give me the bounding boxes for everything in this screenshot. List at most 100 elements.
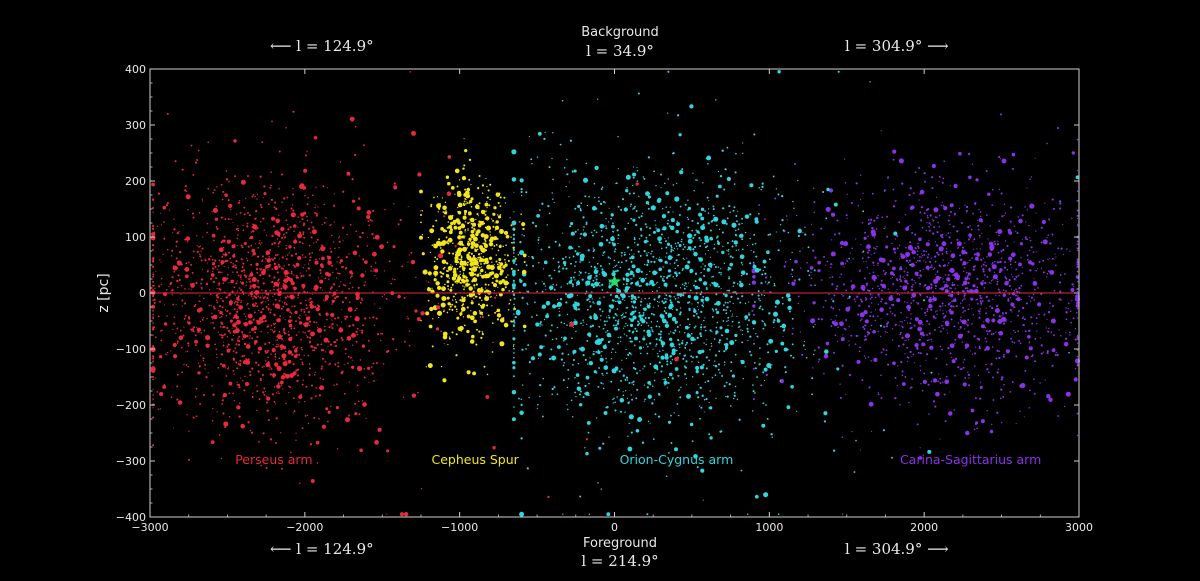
star-point — [739, 325, 741, 327]
star-point — [656, 228, 661, 233]
star-point — [923, 285, 925, 288]
star-point — [713, 216, 719, 222]
star-point — [268, 341, 271, 344]
star-point — [837, 326, 839, 329]
star-point — [704, 237, 710, 243]
star-point — [280, 307, 283, 310]
star-point — [1003, 214, 1005, 217]
star-point — [723, 343, 726, 346]
star-point — [721, 375, 724, 377]
star-point — [926, 221, 928, 224]
star-point — [938, 175, 941, 178]
star-point — [661, 247, 663, 250]
star-point — [569, 139, 573, 142]
star-point — [831, 275, 834, 278]
star-point — [188, 430, 190, 432]
star-point — [718, 350, 721, 353]
star-point — [715, 99, 717, 101]
star-point — [785, 293, 791, 298]
star-point — [358, 413, 361, 416]
star-point — [215, 353, 218, 355]
star-point — [559, 143, 562, 146]
star-point — [321, 256, 325, 261]
star-point — [905, 251, 911, 257]
star-point — [1033, 298, 1036, 301]
star-point — [664, 323, 670, 328]
star-point — [571, 337, 573, 340]
star-point — [623, 253, 626, 256]
star-point — [882, 348, 884, 350]
star-point — [263, 393, 266, 396]
star-point — [938, 373, 940, 375]
star-point — [677, 414, 680, 417]
star-point — [601, 289, 604, 291]
star-point — [781, 219, 784, 222]
star-point — [185, 190, 188, 193]
star-point — [187, 209, 189, 211]
star-point — [280, 432, 282, 434]
star-point — [1011, 167, 1014, 170]
star-point — [914, 247, 917, 250]
star-point — [411, 393, 417, 398]
star-point — [264, 268, 267, 270]
star-point — [722, 207, 725, 210]
star-point — [880, 279, 883, 282]
star-point — [891, 242, 893, 245]
star-point — [275, 417, 278, 420]
star-point — [881, 283, 887, 289]
star-point — [748, 313, 751, 316]
star-point — [324, 360, 327, 363]
star-point — [278, 214, 280, 216]
star-point — [1042, 259, 1045, 262]
star-point — [511, 283, 516, 288]
star-point — [848, 295, 851, 298]
star-point — [620, 314, 623, 317]
star-point — [773, 318, 776, 322]
star-point — [825, 341, 830, 346]
star-point — [899, 331, 902, 334]
star-point — [980, 297, 983, 300]
star-point — [967, 272, 971, 276]
star-point — [176, 342, 179, 345]
star-point — [714, 265, 717, 269]
star-point — [348, 287, 350, 290]
star-point — [279, 380, 284, 385]
star-point — [190, 283, 192, 285]
star-point — [810, 271, 812, 274]
star-point — [633, 361, 635, 364]
star-point — [252, 318, 255, 321]
star-point — [267, 419, 270, 422]
star-point — [153, 302, 156, 304]
star-point — [274, 303, 280, 309]
star-point — [887, 177, 889, 179]
star-point — [624, 325, 626, 328]
star-point — [277, 345, 279, 348]
star-point — [944, 289, 949, 293]
star-point — [631, 184, 634, 187]
star-point — [187, 365, 190, 368]
star-point — [339, 259, 343, 263]
star-point — [247, 313, 253, 319]
star-point — [838, 232, 841, 235]
star-point — [335, 296, 337, 299]
star-point — [845, 214, 848, 217]
star-point — [615, 319, 617, 322]
star-point — [190, 289, 193, 291]
star-point — [243, 321, 249, 327]
star-point — [284, 373, 290, 379]
star-point — [512, 241, 516, 244]
star-point — [957, 246, 960, 249]
star-point — [251, 352, 253, 354]
star-point — [637, 250, 640, 253]
star-point — [934, 284, 937, 288]
star-point — [220, 321, 223, 324]
star-point — [261, 242, 263, 244]
star-point — [241, 338, 244, 340]
star-point — [894, 199, 897, 202]
star-point — [237, 295, 240, 298]
star-point — [259, 203, 262, 206]
star-point — [202, 317, 205, 319]
star-point — [220, 241, 223, 244]
star-point — [515, 263, 518, 266]
star-point — [247, 294, 250, 297]
